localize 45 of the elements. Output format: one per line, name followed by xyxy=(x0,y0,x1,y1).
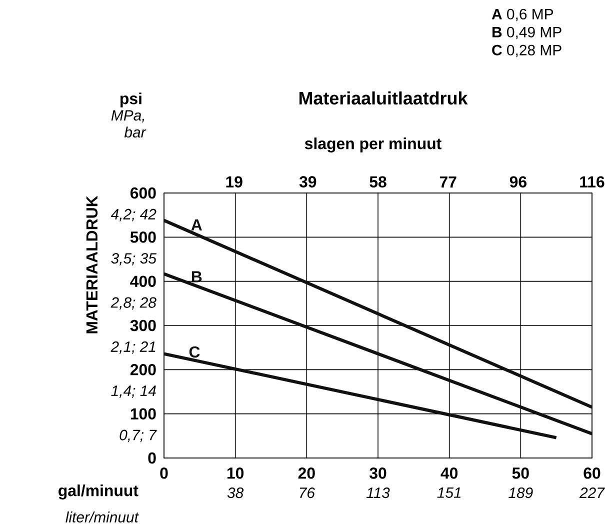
y-tick-label: 300 xyxy=(130,320,156,332)
text: psi xyxy=(120,92,142,108)
text: 3,5; 35 xyxy=(111,253,156,266)
text: 76 xyxy=(300,488,315,498)
y-axis-title: MATERIAALDRUK xyxy=(86,196,98,334)
x-axis-title: gal/minuut xyxy=(58,484,138,500)
chart-title: Materiaaluitlaatdruk xyxy=(300,91,468,105)
text: C 0,28 MP xyxy=(492,44,562,58)
x-tick-label: 10 xyxy=(227,468,244,479)
x2-axis-title: slagen per minuut xyxy=(304,138,442,152)
x2-tick-label: 116 xyxy=(580,176,604,188)
text: liter/minuut xyxy=(66,512,139,522)
series-label: C xyxy=(189,346,200,358)
y-tick-label: 100 xyxy=(130,408,156,420)
y-tick-label: 500 xyxy=(130,232,156,243)
x-tick-label: 30 xyxy=(369,468,386,479)
x2-tick-label: 39 xyxy=(299,176,316,188)
text: MPa, bar xyxy=(111,110,146,138)
x2-tick-label: 96 xyxy=(510,176,526,188)
text: 189 xyxy=(508,488,533,498)
text: A 0,6 MP xyxy=(492,8,553,22)
x-tick-label: 40 xyxy=(440,468,458,479)
text: 2,8; 28 xyxy=(110,297,156,310)
y-tick-label: 200 xyxy=(130,364,156,376)
y-tick-label: 0 xyxy=(148,452,156,464)
text: 1,4; 14 xyxy=(111,386,156,398)
y-tick-label: 600 xyxy=(130,187,156,199)
series-label: B xyxy=(192,271,202,282)
x-tick-label: 50 xyxy=(512,468,529,479)
text: 0,7; 7 xyxy=(120,430,157,442)
text: 151 xyxy=(437,488,461,498)
text: 38 xyxy=(227,488,244,498)
x2-tick-label: 19 xyxy=(226,176,242,188)
text: B 0,49 MP xyxy=(492,26,562,40)
text: 227 xyxy=(579,488,605,498)
text: 2,1; 21 xyxy=(110,341,156,354)
x2-tick-label: 58 xyxy=(370,176,386,188)
x-tick-label: 60 xyxy=(584,468,600,479)
series-label: A xyxy=(191,219,202,230)
text: 113 xyxy=(366,488,390,498)
x-tick-label: 20 xyxy=(298,468,315,479)
x2-tick-label: 77 xyxy=(440,176,456,188)
x-tick-label: 0 xyxy=(160,468,168,479)
y-tick-label: 400 xyxy=(130,276,156,287)
text: 4,2; 42 xyxy=(110,208,156,222)
